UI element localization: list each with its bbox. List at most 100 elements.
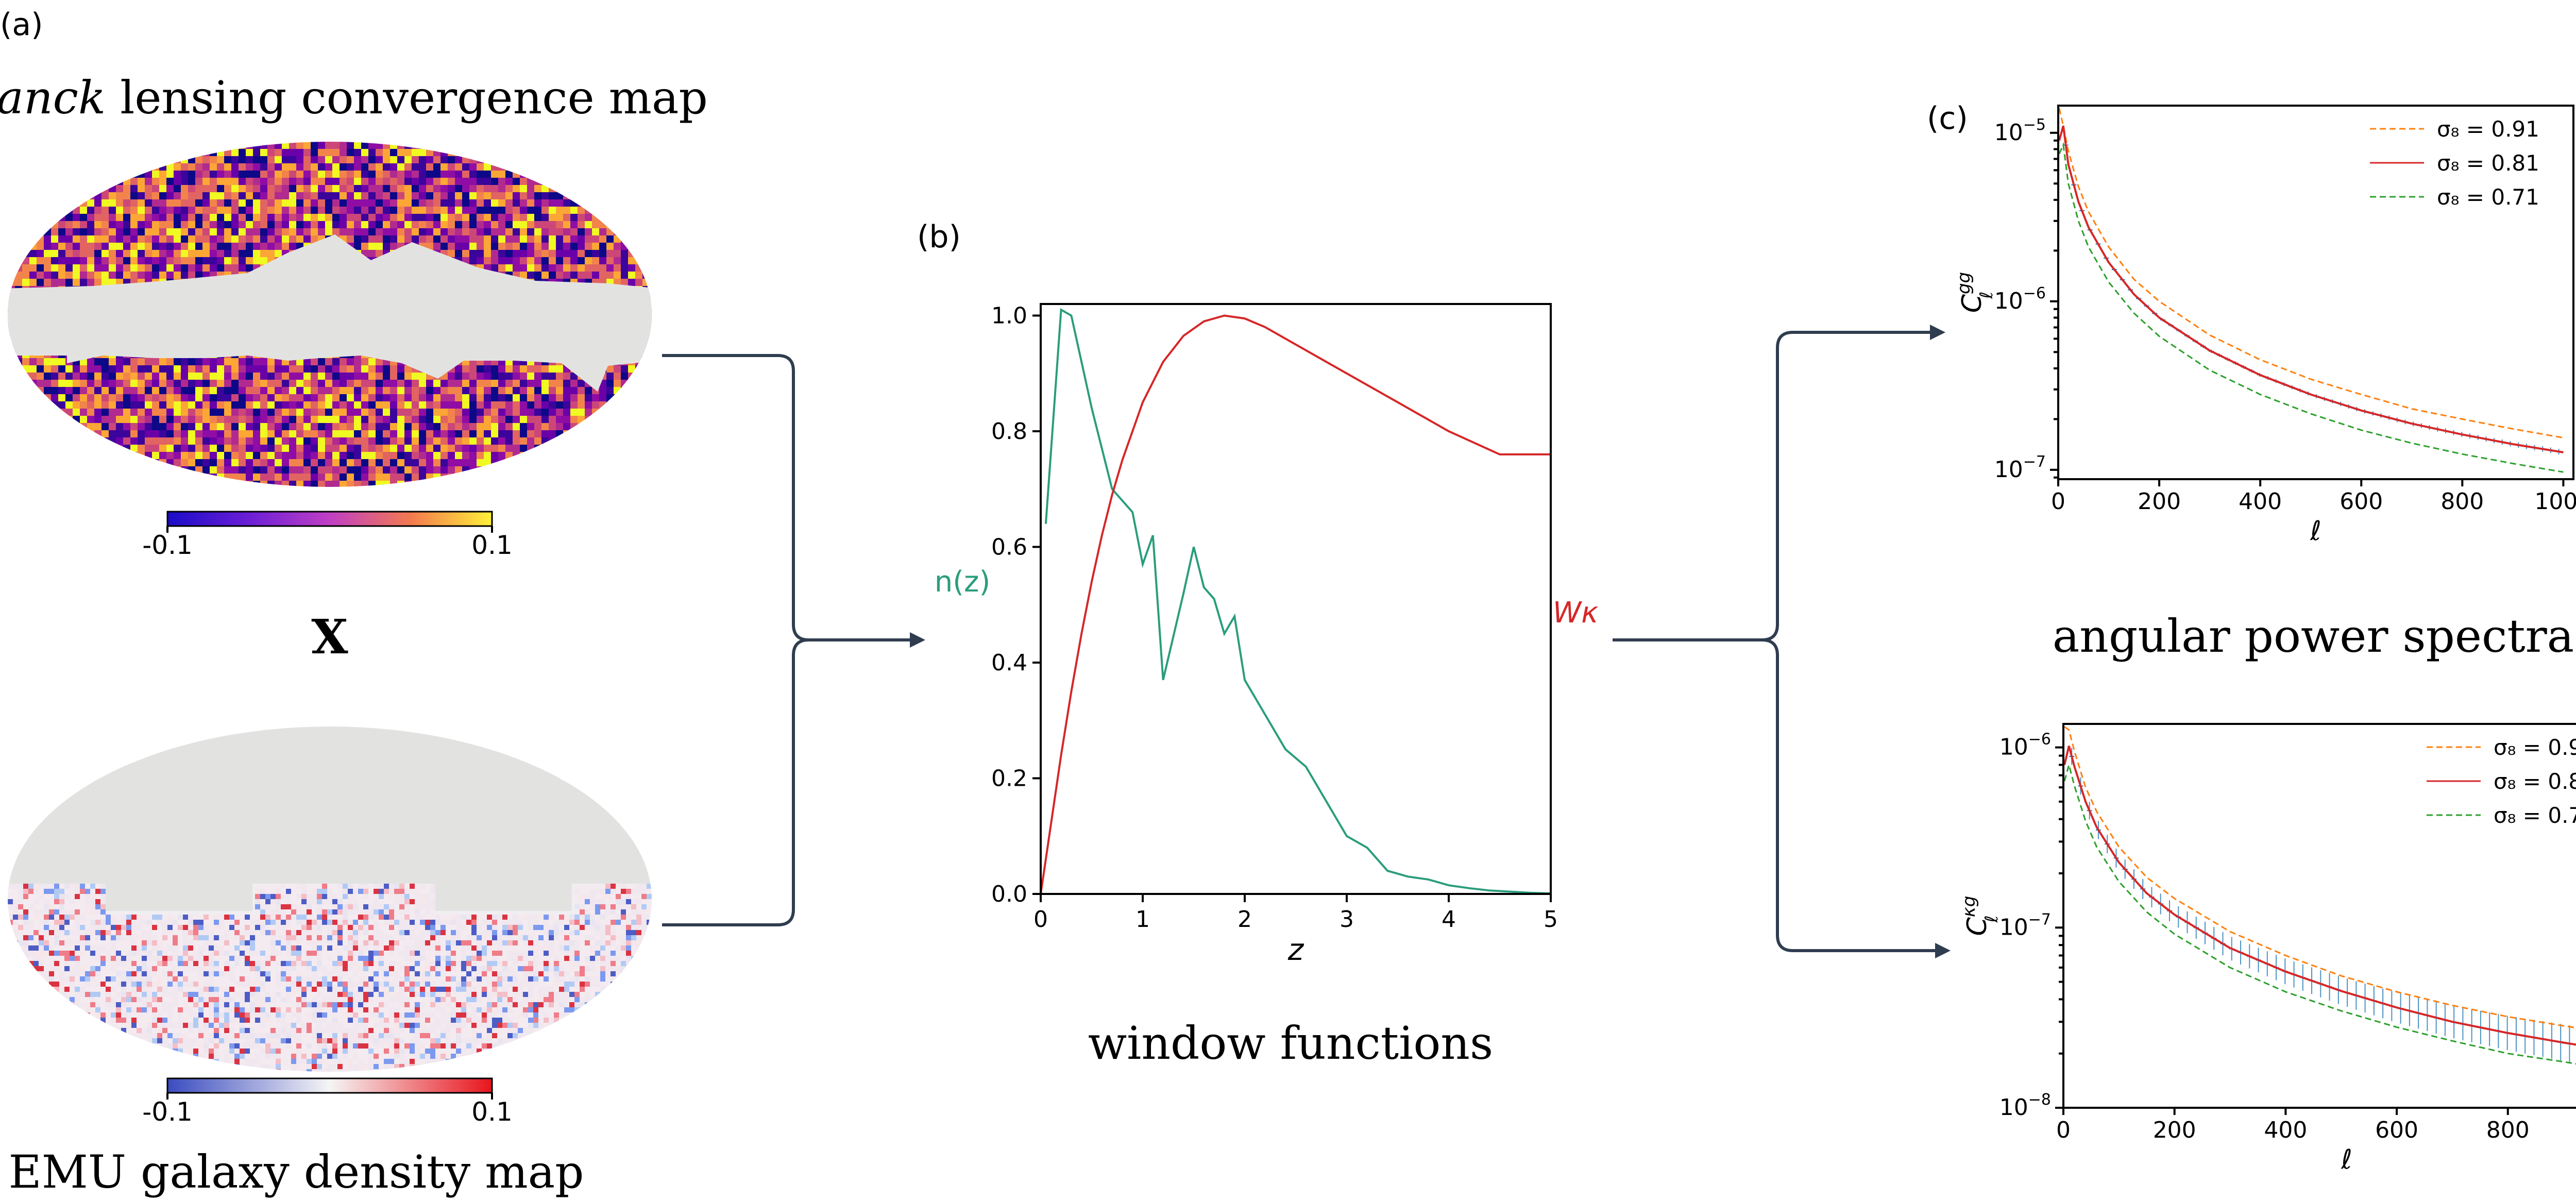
- convergence-map-pixel: [22, 466, 30, 474]
- convergence-map-pixel: [361, 445, 369, 452]
- convergence-map-pixel: [37, 459, 44, 467]
- convergence-map-pixel: [585, 228, 592, 236]
- convergence-map-pixel: [578, 264, 585, 272]
- convergence-map-pixel: [332, 185, 340, 193]
- convergence-map-pixel: [51, 409, 59, 416]
- galaxy-density-pixel: [585, 904, 590, 909]
- galaxy-density-pixel: [569, 920, 574, 925]
- galaxy-density-pixel: [368, 899, 374, 904]
- convergence-map-pixel: [80, 279, 88, 286]
- convergence-map-pixel: [8, 401, 15, 409]
- convergence-map-pixel: [275, 207, 282, 214]
- convergence-map-pixel: [498, 185, 506, 193]
- convergence-map-pixel: [166, 178, 174, 185]
- convergence-map-pixel: [8, 149, 15, 157]
- convergence-map-pixel: [174, 358, 181, 366]
- convergence-map-pixel: [635, 235, 643, 243]
- galaxy-density-pixel: [204, 915, 209, 920]
- convergence-map-pixel: [498, 430, 506, 438]
- convergence-map-pixel: [246, 430, 253, 438]
- convergence-map-pixel: [217, 394, 225, 402]
- convergence-map-pixel: [606, 409, 614, 416]
- galaxy-density-pixel: [64, 904, 70, 909]
- convergence-map-pixel: [549, 264, 556, 272]
- convergence-map-pixel: [426, 163, 434, 171]
- convergence-map-pixel: [130, 380, 138, 387]
- convergence-map-pixel: [621, 257, 629, 265]
- convergence-map-pixel: [296, 430, 304, 438]
- convergence-map-pixel: [448, 430, 455, 438]
- convergence-map-pixel: [311, 481, 318, 487]
- convergence-map-pixel: [541, 365, 549, 373]
- convergence-map-pixel: [109, 430, 116, 438]
- convergence-map-pixel: [217, 373, 225, 380]
- galaxy-density-pixel: [100, 909, 106, 915]
- convergence-map-pixel: [87, 481, 95, 487]
- convergence-map-pixel: [231, 214, 239, 222]
- galaxy-density-pixel: [255, 915, 260, 920]
- galaxy-density-pixel: [641, 894, 647, 899]
- convergence-map-pixel: [65, 474, 73, 481]
- convergence-map-pixel: [202, 235, 210, 243]
- convergence-map-pixel: [469, 437, 477, 445]
- galaxy-density-pixel: [296, 899, 301, 904]
- convergence-map-pixel: [563, 264, 571, 272]
- galaxy-density-pixel: [384, 899, 389, 904]
- convergence-map-pixel: [37, 380, 44, 387]
- convergence-map-pixel: [101, 409, 109, 416]
- galaxy-density-pixel: [332, 909, 337, 915]
- galaxy-density-pixel: [368, 920, 374, 925]
- convergence-map-pixel: [621, 401, 629, 409]
- convergence-map-pixel: [621, 171, 629, 178]
- convergence-map-pixel: [109, 228, 116, 236]
- convergence-map-pixel: [138, 401, 145, 409]
- convergence-map-pixel: [585, 142, 592, 149]
- convergence-map-pixel: [195, 185, 203, 193]
- convergence-map-pixel: [419, 430, 427, 438]
- convergence-map-pixel: [260, 423, 268, 431]
- convergence-map-pixel: [246, 221, 253, 229]
- galaxy-density-pixel: [291, 899, 296, 904]
- convergence-map-pixel: [592, 156, 600, 164]
- convergence-map-pixel: [462, 149, 470, 157]
- convergence-map-pixel: [614, 243, 621, 250]
- convergence-map-pixel: [650, 250, 652, 258]
- convergence-map-pixel: [159, 409, 167, 416]
- convergence-map-pixel: [231, 142, 239, 149]
- convergence-map-pixel: [15, 207, 23, 214]
- galaxy-density-pixel: [631, 899, 636, 904]
- convergence-map-pixel: [448, 445, 455, 452]
- convergence-map-pixel: [87, 466, 95, 474]
- convergence-map-pixel: [635, 171, 643, 178]
- convergence-map-pixel: [541, 156, 549, 164]
- convergence-map-pixel: [635, 474, 643, 481]
- convergence-map-pixel: [210, 171, 217, 178]
- convergence-map-pixel: [202, 358, 210, 366]
- convergence-map-pixel: [109, 452, 116, 460]
- galaxy-density-pixel: [580, 915, 585, 920]
- convergence-map-pixel: [282, 437, 290, 445]
- convergence-map-pixel: [275, 221, 282, 229]
- convergence-map-pixel: [130, 416, 138, 424]
- convergence-map-pixel: [419, 409, 427, 416]
- convergence-map-pixel: [469, 394, 477, 402]
- convergence-map-pixel: [138, 185, 145, 193]
- convergence-map-pixel: [101, 250, 109, 258]
- convergence-map-pixel: [426, 466, 434, 474]
- convergence-map-pixel: [138, 365, 145, 373]
- convergence-map-pixel: [8, 373, 15, 380]
- galaxy-density-pixel: [626, 889, 631, 894]
- convergence-map-pixel: [289, 171, 297, 178]
- convergence-map-pixel: [159, 459, 167, 467]
- convergence-map-pixel: [621, 272, 629, 279]
- convergence-map-pixel: [87, 416, 95, 424]
- galaxy-density-pixel: [276, 894, 281, 899]
- convergence-map-pixel: [513, 264, 520, 272]
- convergence-map-pixel: [275, 466, 282, 474]
- convergence-map-pixel: [462, 430, 470, 438]
- convergence-map-pixel: [534, 214, 542, 222]
- convergence-map-pixel: [650, 423, 652, 431]
- convergence-map-pixel: [152, 373, 160, 380]
- convergence-map-pixel: [15, 365, 23, 373]
- convergence-map-pixel: [383, 437, 391, 445]
